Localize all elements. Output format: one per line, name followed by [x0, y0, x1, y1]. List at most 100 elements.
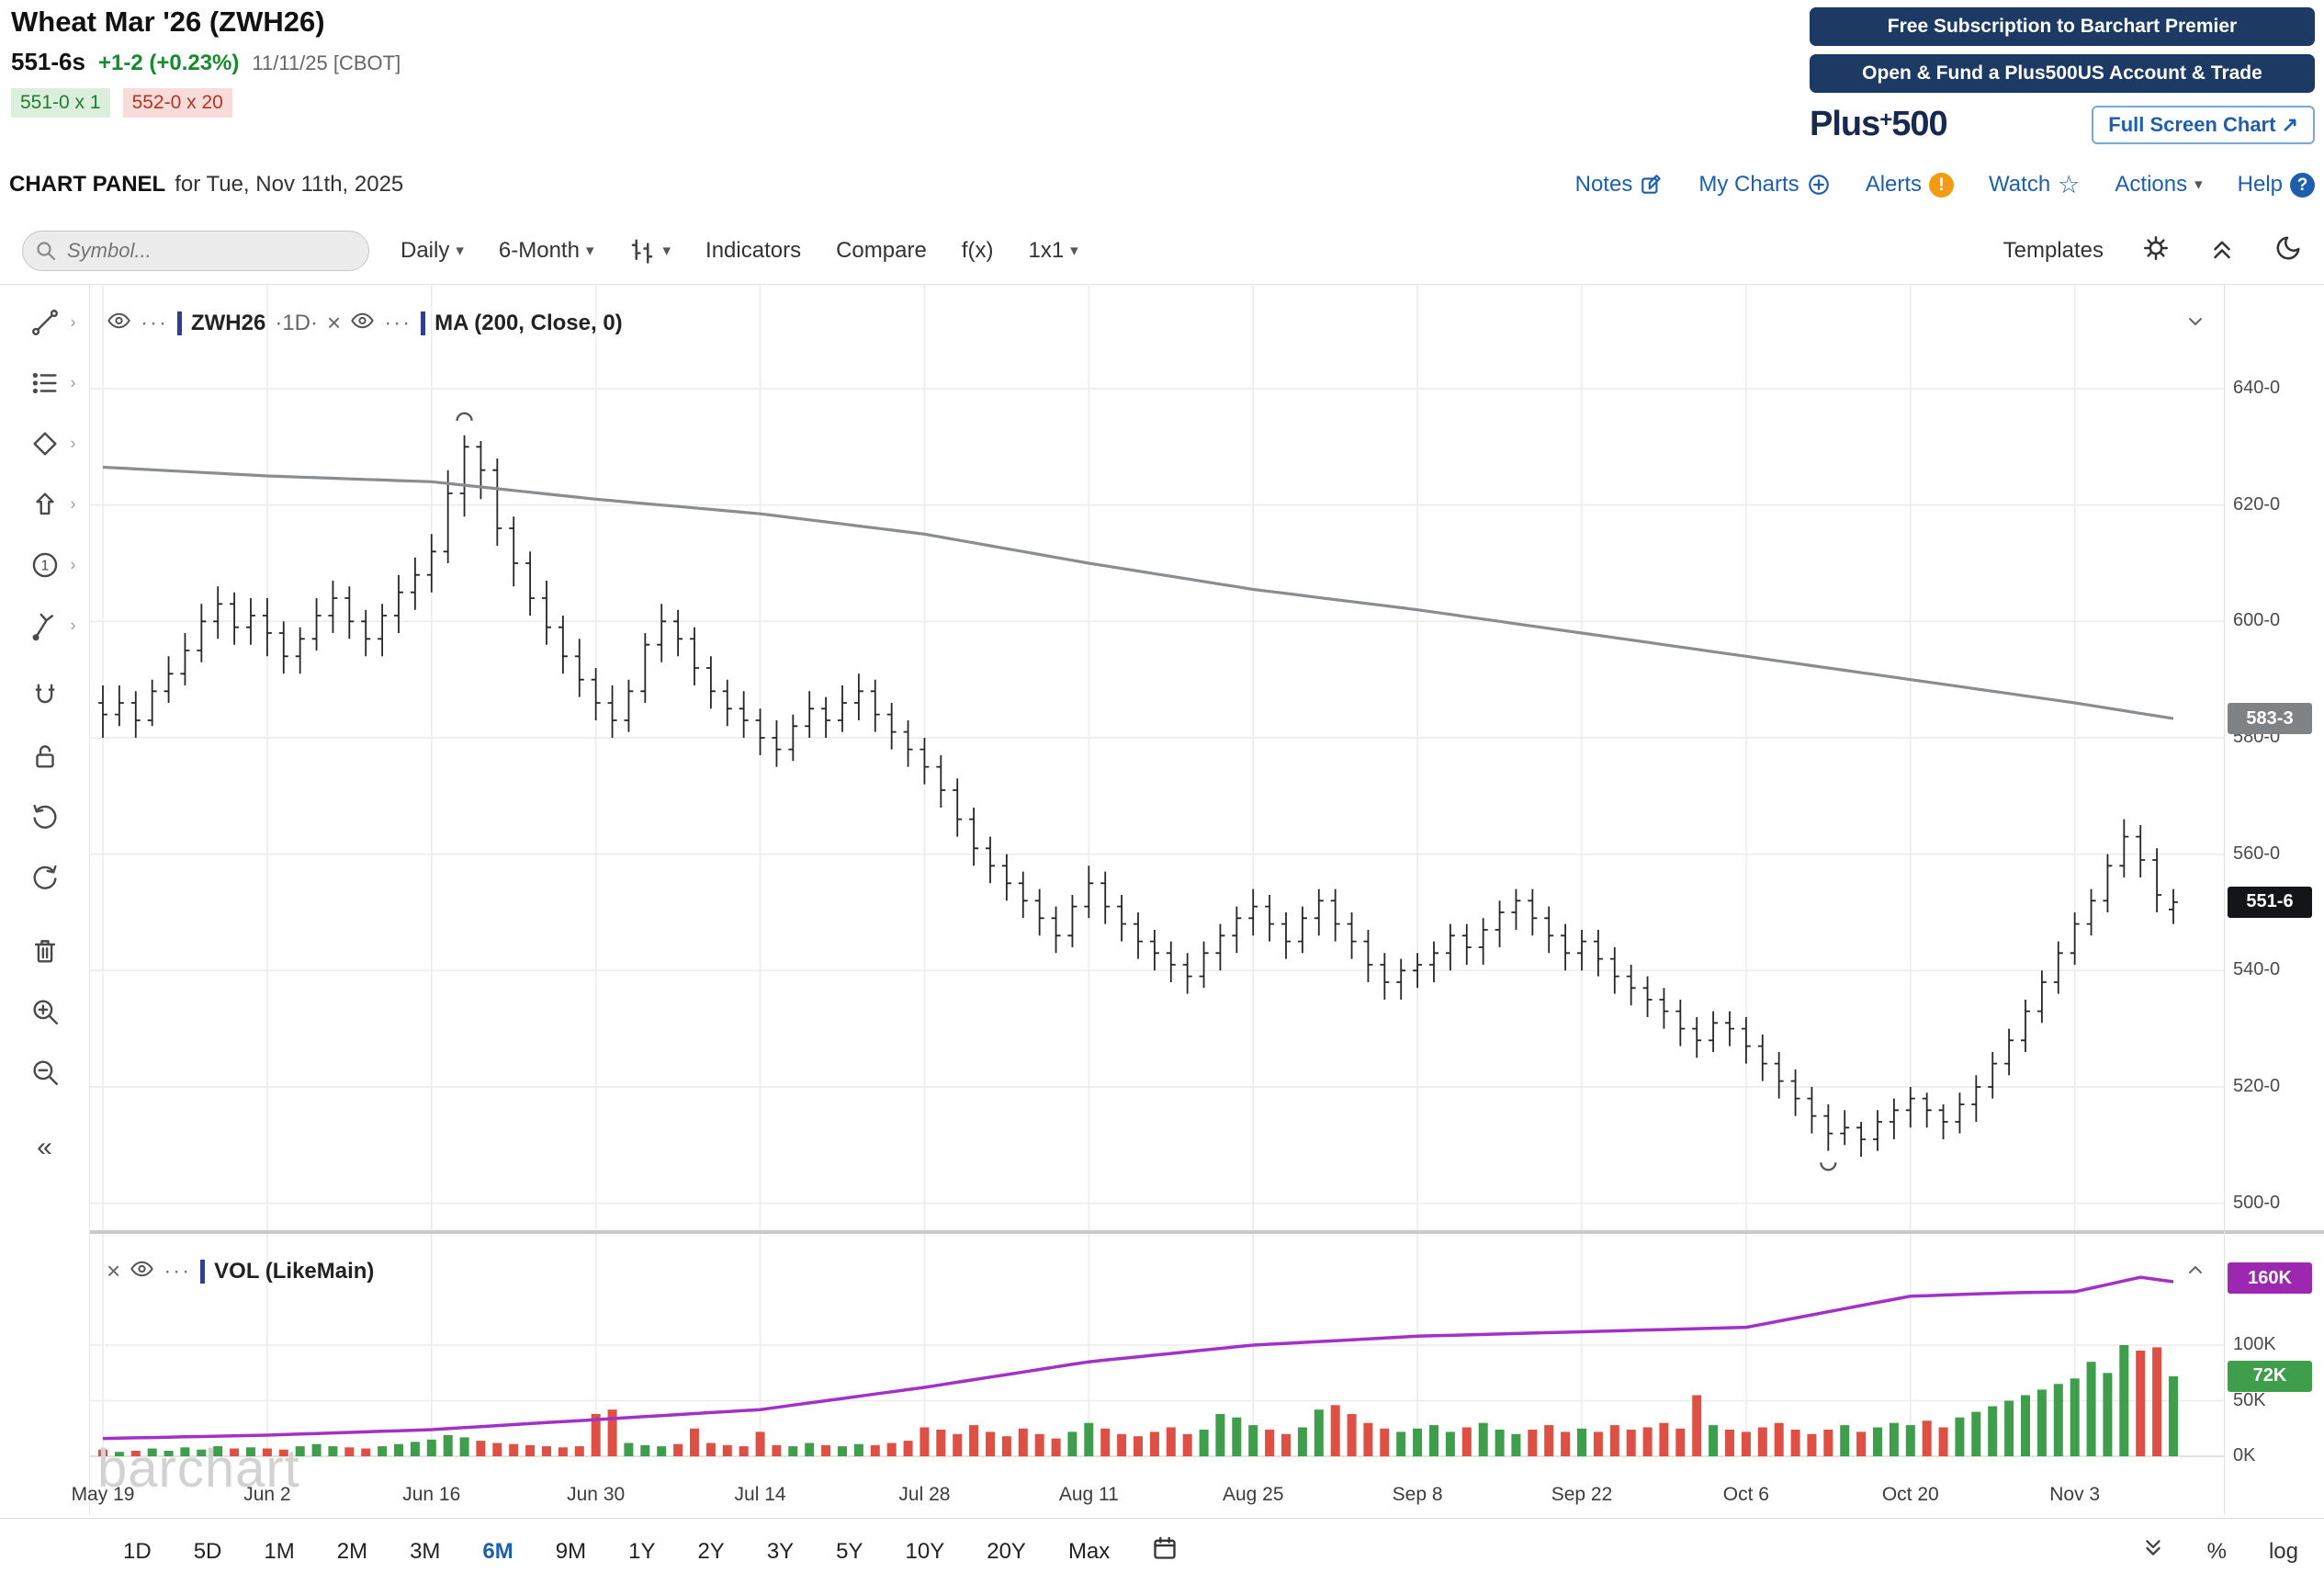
visibility-eye-icon[interactable]	[350, 311, 375, 336]
volume-badge: 72K	[2228, 1360, 2312, 1392]
expand-volume-pane-icon[interactable]	[2184, 1259, 2206, 1285]
series-options-icon[interactable]: ···	[141, 310, 168, 335]
range-button[interactable]: 1M	[264, 1538, 295, 1564]
chevron-down-icon: ▾	[662, 242, 671, 259]
settings-gear-icon[interactable]	[2142, 234, 2170, 268]
visibility-eye-icon[interactable]	[130, 1259, 154, 1284]
actions-menu[interactable]: Actions ▾	[2115, 172, 2202, 198]
collapse-panel-icon[interactable]	[2208, 234, 2236, 268]
lock-drawings-tool[interactable]	[12, 726, 78, 786]
price-scale-tick: 640-0	[2233, 378, 2281, 398]
help-link[interactable]: Help ?	[2238, 172, 2315, 198]
last-price-badge: 551-6	[2228, 886, 2312, 918]
range-button[interactable]: 20Y	[987, 1538, 1026, 1564]
redo-icon[interactable]	[12, 847, 78, 908]
my-charts-link[interactable]: My Charts	[1698, 172, 1830, 198]
symbol-search-input[interactable]	[22, 231, 369, 271]
notes-label: Notes	[1574, 172, 1633, 197]
layout-grid-dropdown[interactable]: 1x1 ▾	[1028, 238, 1077, 264]
compare-button[interactable]: Compare	[836, 238, 927, 264]
visibility-eye-icon[interactable]	[107, 311, 131, 336]
svg-text:Aug 11: Aug 11	[1059, 1484, 1119, 1505]
series-options-icon[interactable]: ···	[164, 1258, 192, 1284]
range-toolbar: 1D 5D 1M 2M 3M 6M 9M 1Y 2Y 3Y 5Y 10Y 20Y…	[0, 1518, 2324, 1584]
watch-label: Watch	[1989, 172, 2051, 197]
arrow-marker-tool[interactable]: ›	[12, 474, 78, 535]
range-button[interactable]: 1Y	[628, 1538, 656, 1564]
svg-text:Oct 6: Oct 6	[1723, 1484, 1769, 1505]
remove-study-icon[interactable]: ×	[107, 1257, 121, 1284]
range-button[interactable]: 3Y	[766, 1538, 795, 1564]
search-icon	[37, 242, 56, 261]
external-link-icon: ↗	[2281, 112, 2298, 136]
zoom-in-icon[interactable]	[12, 981, 78, 1042]
range-button-active[interactable]: 6M	[482, 1538, 513, 1564]
pitchfork-tool[interactable]: ›	[12, 595, 78, 656]
alert-warning-icon: !	[1929, 172, 1955, 198]
chevron-down-icon: ▾	[585, 242, 594, 259]
svg-text:Aug 25: Aug 25	[1223, 1484, 1284, 1505]
notes-link[interactable]: Notes	[1575, 172, 1664, 198]
chart-plot-area[interactable]	[90, 285, 2224, 1461]
range-button[interactable]: 9M	[555, 1538, 587, 1564]
percent-scale-toggle[interactable]: %	[2206, 1538, 2227, 1564]
watch-link[interactable]: Watch ☆	[1989, 172, 2080, 198]
series-options-icon[interactable]: ···	[384, 310, 412, 335]
range-button[interactable]: 5Y	[836, 1538, 863, 1564]
undo-icon[interactable]	[12, 786, 78, 847]
tool-expander-icon[interactable]: ›	[70, 616, 76, 635]
zoom-out-icon[interactable]	[12, 1042, 78, 1103]
plus500-logo-pre: Plus	[1810, 105, 1880, 143]
range-button[interactable]: Max	[1067, 1538, 1111, 1564]
fx-button[interactable]: f(x)	[962, 238, 994, 264]
annotation-number-tool[interactable]: 1 ›	[12, 535, 78, 595]
range-button[interactable]: 5D	[193, 1538, 222, 1564]
trendline-tool[interactable]: ›	[12, 292, 78, 353]
collapse-main-pane-icon[interactable]	[2184, 311, 2206, 337]
fullscreen-chart-button[interactable]: Full Screen Chart ↗	[2092, 105, 2315, 144]
premier-promo-button[interactable]: Free Subscription to Barchart Premier	[1810, 7, 2315, 46]
bid-ask-row: 551-0 x 1 552-0 x 20	[11, 88, 232, 118]
price-scale-tick: 560-0	[2233, 843, 2281, 864]
plus500-logo[interactable]: Plus+500	[1810, 105, 1948, 144]
magnet-tool[interactable]	[12, 665, 78, 726]
log-scale-toggle[interactable]: log	[2268, 1538, 2298, 1564]
indicators-button[interactable]: Indicators	[705, 238, 801, 264]
remove-study-icon[interactable]: ×	[327, 309, 342, 336]
range-button[interactable]: 2Y	[697, 1538, 725, 1564]
price-scale-tick: 100K	[2233, 1334, 2276, 1354]
open-interest-badge: 160K	[2228, 1262, 2312, 1295]
templates-button[interactable]: Templates	[2003, 238, 2104, 264]
range-button[interactable]: 10Y	[905, 1538, 945, 1564]
dark-mode-moon-icon[interactable]	[2274, 234, 2302, 268]
range-button[interactable]: 1D	[123, 1538, 152, 1564]
calendar-icon[interactable]	[1152, 1535, 1178, 1567]
period-dropdown[interactable]: Daily ▾	[400, 238, 464, 264]
range-button[interactable]: 3M	[410, 1538, 441, 1564]
alerts-link[interactable]: Alerts !	[1866, 172, 1955, 198]
collapse-sidebar-icon[interactable]: «	[12, 1117, 78, 1178]
bar-style-dropdown[interactable]: ▾	[628, 237, 671, 265]
range-dropdown[interactable]: 6-Month ▾	[499, 238, 594, 264]
help-icon: ?	[2290, 172, 2315, 198]
plus500-logo-plus: +	[1879, 107, 1892, 132]
tool-expander-icon[interactable]: ›	[70, 494, 76, 514]
tool-expander-icon[interactable]: ›	[70, 555, 76, 574]
annotations-list-tool[interactable]: ›	[12, 353, 78, 413]
tool-expander-icon[interactable]: ›	[70, 434, 76, 453]
symbol-search	[22, 231, 369, 271]
shapes-tool[interactable]: ›	[12, 413, 78, 474]
tool-expander-icon[interactable]: ›	[70, 373, 76, 392]
price-scale[interactable]: 640-0 620-0 600-0 580-0 560-0 540-0 520-0 500-0…	[2224, 285, 2324, 1515]
svg-text:Nov 3: Nov 3	[2049, 1484, 2100, 1505]
delete-drawings-icon[interactable]	[12, 921, 78, 981]
range-button[interactable]: 2M	[336, 1538, 368, 1564]
volume-legend: × ··· VOL (LikeMain)	[107, 1257, 374, 1285]
scroll-down-chevrons-icon[interactable]	[2141, 1536, 2165, 1567]
svg-text:1: 1	[40, 559, 49, 574]
tool-expander-icon[interactable]: ›	[70, 312, 76, 332]
plus500-promo-button[interactable]: Open & Fund a Plus500US Account & Trade	[1810, 54, 2315, 93]
range-label: 6-Month	[498, 238, 580, 263]
fx-label: f(x)	[961, 238, 994, 263]
